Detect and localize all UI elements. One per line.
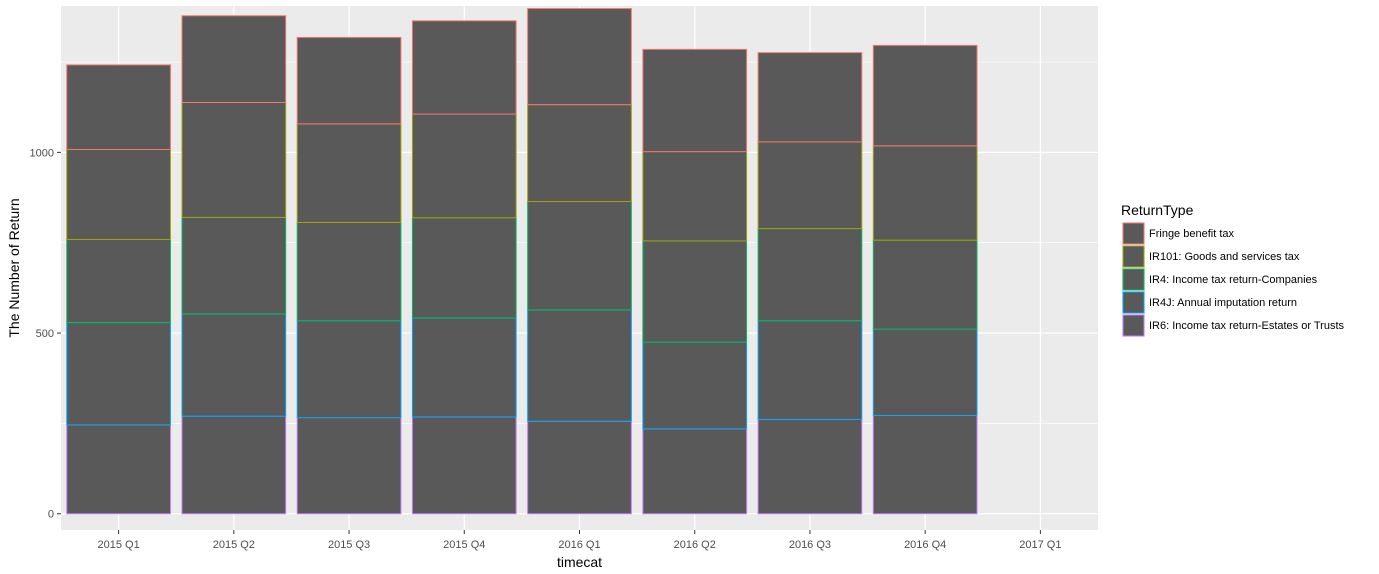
legend-label: IR6: Income tax return-Estates or Trusts	[1149, 320, 1345, 332]
bar-segment	[181, 101, 287, 218]
bar-segment	[872, 145, 978, 241]
legend-label: Fringe benefit tax	[1149, 228, 1234, 240]
bar-segment	[872, 328, 978, 416]
x-tick-label: 2016 Q3	[789, 539, 831, 551]
legend-label: IR4: Income tax return-Companies	[1149, 274, 1318, 286]
bar-segment	[642, 341, 748, 430]
bar-segment	[181, 216, 287, 315]
x-tick-label: 2016 Q2	[674, 539, 716, 551]
y-axis-title: The Number of Return	[6, 198, 22, 337]
bar-segment	[757, 228, 863, 322]
bar-segment	[296, 123, 402, 223]
bar-segment	[181, 15, 287, 103]
legend-key	[1122, 268, 1145, 291]
x-axis: 2015 Q1 2015 Q2 2015 Q3 2015 Q4 2016 Q1 2016 …	[98, 530, 1061, 551]
y-tick-label: 1000	[30, 147, 54, 159]
bar-segment	[296, 417, 402, 515]
bar-segment	[66, 148, 171, 240]
y-tick-label: 500	[36, 328, 54, 340]
bar-segment	[872, 414, 978, 515]
y-tick-label: 0	[48, 509, 54, 521]
bar-segment	[757, 418, 863, 515]
x-tick-label: 2016 Q4	[904, 539, 946, 551]
x-tick-label: 2015 Q4	[443, 539, 485, 551]
x-tick-label: 2015 Q1	[98, 539, 140, 551]
bar-segment	[411, 113, 517, 219]
x-tick-label: 2017 Q1	[1019, 539, 1061, 551]
bar-segment	[411, 20, 517, 115]
legend: ReturnType Fringe benefit tax IR101: Good…	[1121, 202, 1345, 337]
legend-key	[1122, 314, 1145, 337]
bar-segment	[527, 309, 632, 422]
bar-segment	[296, 36, 402, 125]
bar-segment	[66, 322, 171, 426]
bars	[66, 8, 978, 515]
bar-segment	[642, 48, 748, 153]
bar-segment	[527, 104, 632, 203]
bar-segment	[66, 64, 171, 150]
legend-key	[1122, 222, 1145, 245]
bar-segment	[66, 238, 171, 324]
bar-segment	[527, 420, 632, 515]
legend-label: IR4J: Annual imputation return	[1149, 297, 1297, 309]
x-tick-label: 2015 Q2	[213, 539, 255, 551]
bar-segment	[411, 217, 517, 319]
bar-segment	[642, 240, 748, 343]
bar-segment	[181, 415, 287, 515]
bar-segment	[411, 416, 517, 515]
bar-segment	[642, 151, 748, 242]
legend-key	[1122, 245, 1145, 268]
bar-segment	[757, 52, 863, 143]
bar-segment	[181, 313, 287, 417]
legend-title: ReturnType	[1121, 202, 1194, 218]
bar-segment	[757, 320, 863, 420]
bar-segment	[66, 424, 171, 515]
bar-segment	[527, 8, 632, 106]
bar-segment	[411, 317, 517, 418]
bar-segment	[296, 221, 402, 322]
y-axis: 0 500 1000	[30, 147, 61, 521]
bar-segment	[296, 320, 402, 419]
bar-segment	[527, 201, 632, 311]
x-axis-title: timecat	[557, 554, 602, 570]
bar-segment	[642, 428, 748, 515]
x-tick-label: 2016 Q1	[558, 539, 600, 551]
bar-segment	[872, 239, 978, 330]
bar-segment	[872, 44, 978, 147]
legend-label: IR101: Goods and services tax	[1149, 251, 1300, 263]
bar-segment	[757, 141, 863, 230]
legend-key	[1122, 291, 1145, 314]
x-tick-label: 2015 Q3	[328, 539, 370, 551]
